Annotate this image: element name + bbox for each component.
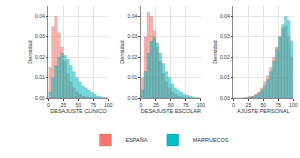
svg-text:100: 100 bbox=[197, 102, 206, 108]
svg-text:0: 0 bbox=[140, 102, 143, 108]
svg-text:0.03: 0.03 bbox=[35, 33, 45, 39]
svg-text:25: 25 bbox=[153, 102, 159, 108]
svg-text:0: 0 bbox=[232, 102, 235, 108]
svg-text:75: 75 bbox=[91, 102, 97, 108]
svg-text:0.01: 0.01 bbox=[127, 74, 137, 80]
svg-text:0.04: 0.04 bbox=[127, 13, 137, 19]
svg-text:0.00: 0.00 bbox=[127, 95, 137, 101]
svg-text:Densidad: Densidad bbox=[212, 40, 218, 63]
svg-text:0: 0 bbox=[47, 102, 50, 108]
svg-text:75: 75 bbox=[276, 102, 282, 108]
svg-text:Densidad: Densidad bbox=[27, 40, 33, 63]
svg-text:0.01: 0.01 bbox=[220, 74, 230, 80]
svg-text:75: 75 bbox=[183, 102, 189, 108]
svg-text:0.03: 0.03 bbox=[127, 33, 137, 39]
svg-text:100: 100 bbox=[104, 102, 113, 108]
svg-text:ESPAÑA: ESPAÑA bbox=[126, 137, 148, 143]
svg-text:0.04: 0.04 bbox=[220, 13, 230, 19]
svg-text:0.00: 0.00 bbox=[35, 95, 45, 101]
svg-text:0.01: 0.01 bbox=[35, 74, 45, 80]
svg-text:50: 50 bbox=[261, 102, 267, 108]
svg-text:0.02: 0.02 bbox=[127, 54, 137, 60]
svg-text:0.03: 0.03 bbox=[220, 33, 230, 39]
svg-text:50: 50 bbox=[168, 102, 174, 108]
svg-text:0.02: 0.02 bbox=[220, 54, 230, 60]
svg-text:25: 25 bbox=[61, 102, 67, 108]
svg-text:0.04: 0.04 bbox=[35, 13, 45, 19]
svg-text:MARRUECOS: MARRUECOS bbox=[193, 137, 229, 143]
svg-text:25: 25 bbox=[246, 102, 252, 108]
svg-text:Densidad: Densidad bbox=[119, 40, 125, 63]
svg-text:100: 100 bbox=[289, 102, 298, 108]
svg-text:0.00: 0.00 bbox=[220, 95, 230, 101]
svg-text:DESAJUSTE ESCOLAR: DESAJUSTE ESCOLAR bbox=[141, 108, 201, 114]
svg-text:DESAJUSTE CLINICO: DESAJUSTE CLINICO bbox=[50, 108, 107, 114]
svg-text:50: 50 bbox=[76, 102, 82, 108]
svg-text:0.02: 0.02 bbox=[35, 54, 45, 60]
svg-text:AJUSTE PERSONAL: AJUSTE PERSONAL bbox=[237, 108, 290, 114]
